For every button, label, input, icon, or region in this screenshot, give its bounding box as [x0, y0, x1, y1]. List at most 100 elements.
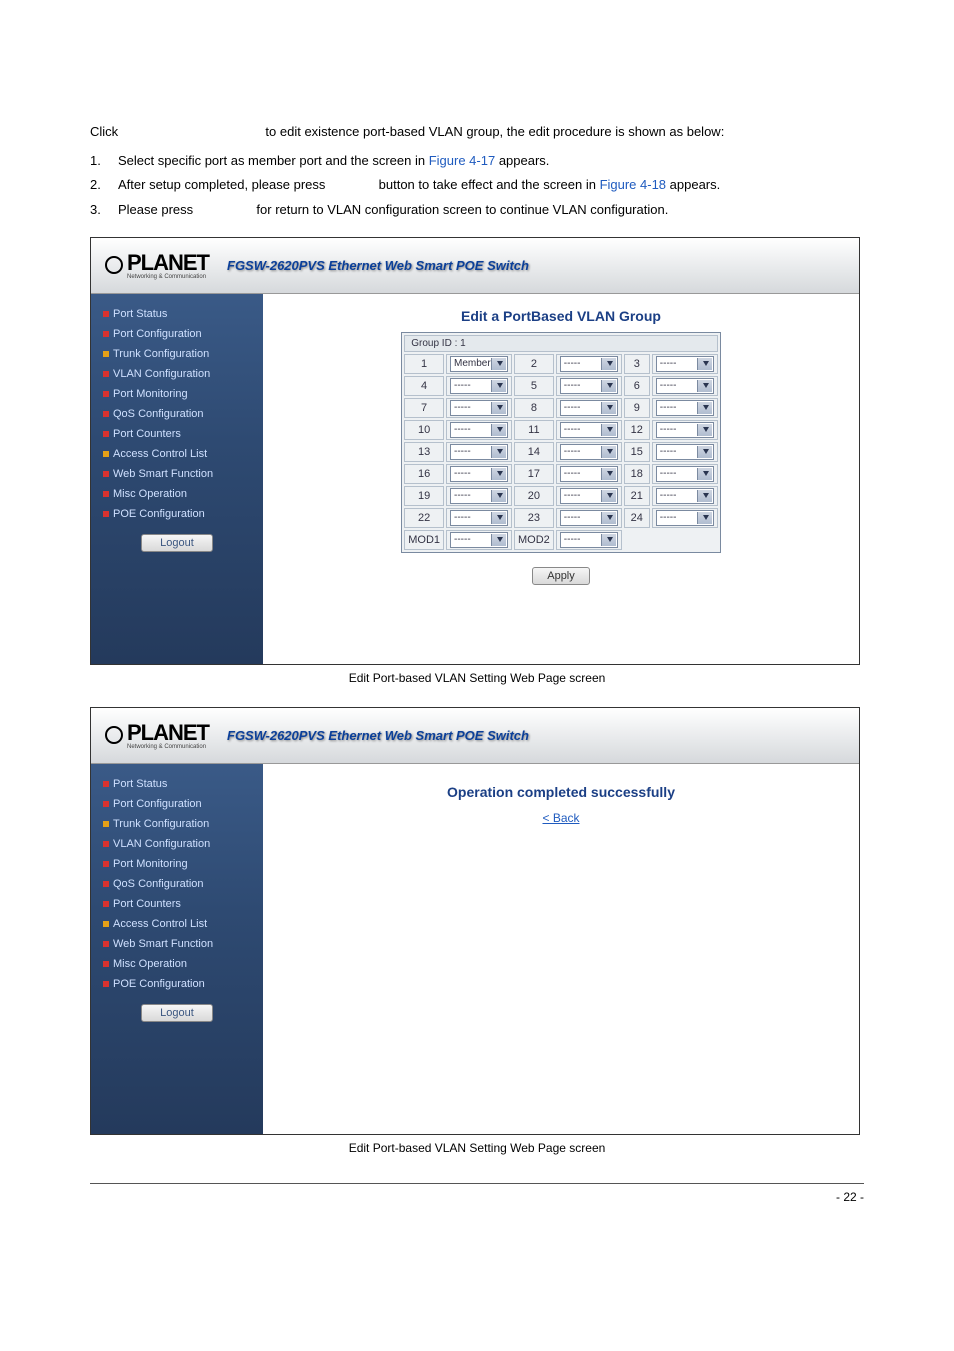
- sidebar-item-access-control-list[interactable]: Access Control List: [101, 914, 253, 934]
- page-footer: - 22 -: [90, 1183, 864, 1204]
- port-14-select[interactable]: -----: [560, 444, 618, 460]
- sidebar-item-poe-configuration[interactable]: POE Configuration: [101, 974, 253, 994]
- bullet-icon: [103, 471, 109, 477]
- port-7-select[interactable]: -----: [450, 400, 508, 416]
- sidebar-item-access-control-list[interactable]: Access Control List: [101, 444, 253, 464]
- sidebar-item-label: Port Monitoring: [113, 388, 188, 400]
- port-num-8: 8: [514, 398, 554, 418]
- success-title: Operation completed successfully: [273, 784, 849, 800]
- brand-text-2: PLANET: [127, 720, 209, 745]
- port-2-select[interactable]: -----: [560, 356, 618, 372]
- port-6-select[interactable]: -----: [656, 378, 714, 394]
- sidebar-item-port-configuration[interactable]: Port Configuration: [101, 794, 253, 814]
- sidebar-item-port-monitoring[interactable]: Port Monitoring: [101, 384, 253, 404]
- item-num-1: 1.: [90, 149, 118, 174]
- sidebar-item-port-status[interactable]: Port Status: [101, 304, 253, 324]
- sidebar-item-qos-configuration[interactable]: QoS Configuration: [101, 404, 253, 424]
- mod2-select[interactable]: -----: [560, 532, 618, 548]
- port-4-select[interactable]: -----: [450, 378, 508, 394]
- apply-button[interactable]: Apply: [532, 567, 590, 585]
- port-num-22: 22: [404, 508, 444, 528]
- port-1-select[interactable]: Member: [450, 356, 508, 372]
- item2-b: button to take effect and the screen in: [379, 177, 600, 192]
- sidebar-item-label: POE Configuration: [113, 978, 205, 990]
- figure-4-18-link[interactable]: Figure 4-18: [600, 177, 666, 192]
- port-num-2: 2: [514, 354, 554, 374]
- port-15-select[interactable]: -----: [656, 444, 714, 460]
- port-11-select[interactable]: -----: [560, 422, 618, 438]
- port-num-13: 13: [404, 442, 444, 462]
- port-3-select[interactable]: -----: [656, 356, 714, 372]
- sidebar-item-label: Web Smart Function: [113, 938, 213, 950]
- sidebar-2: Port Status Port Configuration Trunk Confi…: [91, 764, 263, 1134]
- figure-4-17-link[interactable]: Figure 4-17: [429, 153, 495, 168]
- logout-button[interactable]: Logout: [141, 1004, 213, 1022]
- logout-button[interactable]: Logout: [141, 534, 213, 552]
- sidebar-item-label: VLAN Configuration: [113, 838, 210, 850]
- port-12-select[interactable]: -----: [656, 422, 714, 438]
- sidebar-item-vlan-configuration[interactable]: VLAN Configuration: [101, 834, 253, 854]
- sidebar-item-trunk-configuration[interactable]: Trunk Configuration: [101, 344, 253, 364]
- sidebar-item-port-configuration[interactable]: Port Configuration: [101, 324, 253, 344]
- back-link[interactable]: < Back: [542, 811, 579, 825]
- port-21-select[interactable]: -----: [656, 488, 714, 504]
- port-5-select[interactable]: -----: [560, 378, 618, 394]
- item-num-2: 2.: [90, 173, 118, 198]
- sidebar-item-label: POE Configuration: [113, 508, 205, 520]
- port-18-select[interactable]: -----: [656, 466, 714, 482]
- sidebar-item-qos-configuration[interactable]: QoS Configuration: [101, 874, 253, 894]
- brand-logo: PLANET Networking & Communication: [105, 250, 209, 280]
- app-window-success: PLANET Networking & Communication FGSW-2…: [90, 707, 860, 1135]
- sidebar-item-web-smart-function[interactable]: Web Smart Function: [101, 934, 253, 954]
- sidebar-item-misc-operation[interactable]: Misc Operation: [101, 484, 253, 504]
- sidebar-item-trunk-configuration[interactable]: Trunk Configuration: [101, 814, 253, 834]
- edit-vlan-title: Edit a PortBased VLAN Group: [273, 308, 849, 324]
- sidebar-item-label: Port Counters: [113, 898, 181, 910]
- sidebar-item-label: Port Status: [113, 308, 167, 320]
- bullet-icon: [103, 981, 109, 987]
- main-pane-success: Operation completed successfully < Back: [263, 764, 859, 1134]
- brand-sub-2: Networking & Communication: [127, 744, 209, 750]
- bullet-icon: [103, 801, 109, 807]
- port-10-select[interactable]: -----: [450, 422, 508, 438]
- sidebar-item-poe-configuration[interactable]: POE Configuration: [101, 504, 253, 524]
- sidebar-item-port-monitoring[interactable]: Port Monitoring: [101, 854, 253, 874]
- port-9-select[interactable]: -----: [656, 400, 714, 416]
- port-num-24: 24: [624, 508, 650, 528]
- bullet-icon: [103, 411, 109, 417]
- vlan-edit-table: Group ID : 1 1Member2-----3-----4-----5-…: [401, 332, 721, 553]
- main-pane-edit: Edit a PortBased VLAN Group Group ID : 1…: [263, 294, 859, 664]
- port-num-23: 23: [514, 508, 554, 528]
- sidebar-item-label: Port Configuration: [113, 798, 202, 810]
- port-20-select[interactable]: -----: [560, 488, 618, 504]
- port-16-select[interactable]: -----: [450, 466, 508, 482]
- sidebar-item-port-status[interactable]: Port Status: [101, 774, 253, 794]
- sidebar-item-port-counters[interactable]: Port Counters: [101, 424, 253, 444]
- sidebar-item-vlan-configuration[interactable]: VLAN Configuration: [101, 364, 253, 384]
- sidebar-item-port-counters[interactable]: Port Counters: [101, 894, 253, 914]
- sidebar-item-label: Port Configuration: [113, 328, 202, 340]
- port-22-select[interactable]: -----: [450, 510, 508, 526]
- intro-text: Click to edit existence port-based VLAN …: [90, 120, 864, 223]
- caption-1: Edit Port-based VLAN Setting Web Page sc…: [90, 671, 864, 685]
- app-header-2: PLANET Networking & Communication FGSW-2…: [91, 708, 859, 764]
- sidebar-item-web-smart-function[interactable]: Web Smart Function: [101, 464, 253, 484]
- sidebar-item-label: Access Control List: [113, 448, 207, 460]
- app-window-edit-vlan: PLANET Networking & Communication FGSW-2…: [90, 237, 860, 665]
- sidebar-item-misc-operation[interactable]: Misc Operation: [101, 954, 253, 974]
- item2-a: After setup completed, please press: [118, 177, 325, 192]
- port-23-select[interactable]: -----: [560, 510, 618, 526]
- port-8-select[interactable]: -----: [560, 400, 618, 416]
- bullet-icon: [103, 861, 109, 867]
- port-num-3: 3: [624, 354, 650, 374]
- port-num-21: 21: [624, 486, 650, 506]
- app-header: PLANET Networking & Communication FGSW-2…: [91, 238, 859, 294]
- port-17-select[interactable]: -----: [560, 466, 618, 482]
- port-24-select[interactable]: -----: [656, 510, 714, 526]
- mod1-select[interactable]: -----: [450, 532, 508, 548]
- intro-line0b: to edit existence port-based VLAN group,…: [265, 124, 724, 139]
- bullet-icon: [103, 511, 109, 517]
- bullet-icon: [103, 961, 109, 967]
- port-19-select[interactable]: -----: [450, 488, 508, 504]
- port-13-select[interactable]: -----: [450, 444, 508, 460]
